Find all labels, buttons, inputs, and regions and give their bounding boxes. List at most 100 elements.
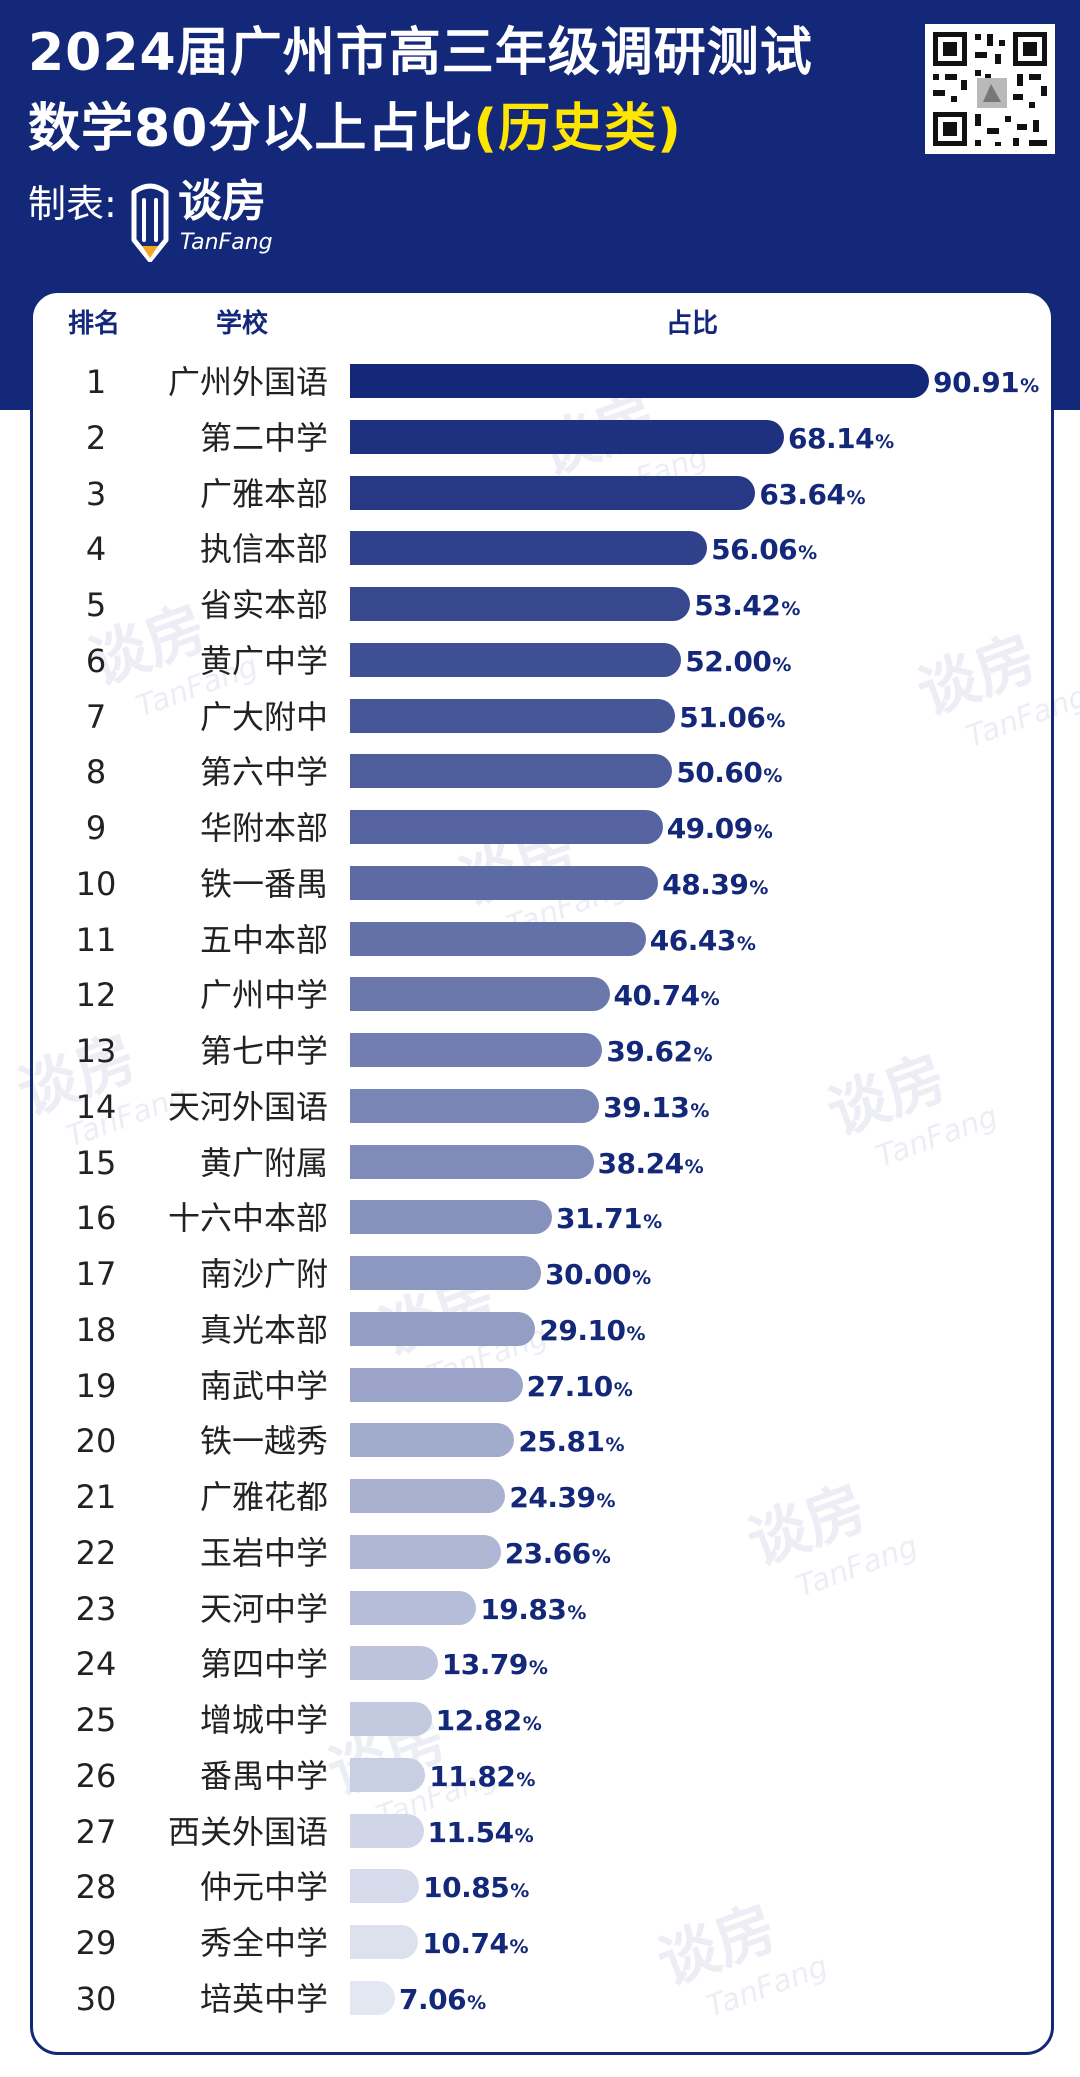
table-row: 9 华附本部 49.09% <box>0 800 1080 856</box>
title-main: 数学80分以上占比 <box>28 99 474 159</box>
value-label: 24.39% <box>509 1469 615 1525</box>
table-row: 18 真光本部 29.10% <box>0 1302 1080 1358</box>
value-number: 23.66 <box>504 1536 592 1570</box>
school-name: 真光本部 <box>199 1310 328 1349</box>
value-label: 30.00% <box>545 1246 651 1302</box>
value-number: 27.10 <box>526 1369 614 1403</box>
value-number: 19.83 <box>480 1592 567 1626</box>
school-name: 黄广中学 <box>199 641 328 680</box>
rank-cell: 1 <box>85 363 107 401</box>
bar <box>350 698 676 733</box>
value-label: 25.81% <box>518 1413 624 1469</box>
school-name: 第二中学 <box>199 418 328 457</box>
value-label: 39.62% <box>606 1023 712 1079</box>
value-number: 40.74 <box>613 979 701 1013</box>
value-unit: % <box>509 1936 529 1958</box>
table-row: 29 秀全中学 10.74% <box>0 1915 1080 1971</box>
value-number: 49.09 <box>666 812 754 845</box>
value-label: 56.06% <box>711 521 817 577</box>
bar <box>350 1256 542 1290</box>
bar <box>350 865 659 900</box>
table-row: 1 广州外国语 90.91% <box>0 354 1080 410</box>
value-label: 29.10% <box>539 1302 645 1358</box>
value-label: 10.74% <box>422 1915 528 1971</box>
table-row: 5 省实本部 53.42% <box>0 577 1080 633</box>
table-row: 16 十六中本部 31.71% <box>0 1190 1080 1246</box>
rank-cell: 18 <box>75 1310 117 1349</box>
value-number: 52.00 <box>685 644 772 678</box>
rank-cell: 26 <box>75 1756 117 1795</box>
value-label: 31.71% <box>556 1190 662 1246</box>
rank-cell: 19 <box>75 1366 117 1405</box>
bar <box>350 1200 552 1235</box>
logo-subtitle: TanFang <box>180 230 273 255</box>
table-row: 8 第六中学 50.60% <box>0 744 1080 800</box>
pencil-logo-icon <box>131 183 169 262</box>
rank-cell: 8 <box>85 753 107 792</box>
school-name: 西关外国语 <box>167 1812 328 1851</box>
value-number: 25.81 <box>518 1425 605 1459</box>
bar <box>350 1757 426 1792</box>
bar <box>350 1702 432 1736</box>
rank-cell: 9 <box>85 809 107 847</box>
table-row: 10 铁一番禺 48.39% <box>0 856 1080 912</box>
bar <box>350 587 691 621</box>
table-row: 28 仲元中学 10.85% <box>0 1859 1080 1915</box>
table-row: 30 培英中学 7.06% <box>0 1971 1080 2027</box>
rank-cell: 29 <box>75 1924 117 1962</box>
table-row: 23 天河中学 19.83% <box>0 1581 1080 1637</box>
value-unit: % <box>522 1713 542 1735</box>
value-number: 10.74 <box>422 1927 509 1960</box>
rank-cell: 20 <box>75 1422 117 1461</box>
bar <box>350 1646 438 1681</box>
school-name: 番禺中学 <box>199 1756 328 1795</box>
value-number: 10.85 <box>423 1871 510 1905</box>
rank-cell: 7 <box>85 697 107 736</box>
value-unit: % <box>875 430 894 453</box>
value-unit: % <box>753 821 773 843</box>
table-row: 19 南武中学 27.10% <box>0 1358 1080 1414</box>
value-unit: % <box>749 876 768 899</box>
value-label: 23.66% <box>505 1525 611 1581</box>
value-unit: % <box>626 1322 645 1345</box>
value-label: 49.09% <box>667 800 773 856</box>
school-name: 仲元中学 <box>199 1868 328 1907</box>
rank-cell: 15 <box>75 1143 117 1182</box>
value-label: 63.64% <box>759 466 865 522</box>
school-name: 广雅本部 <box>199 474 328 513</box>
table-row: 26 番禺中学 11.82% <box>0 1748 1080 1804</box>
school-name: 天河外国语 <box>167 1087 328 1126</box>
title-line-1: 2024届广州市高三年级调研测试 <box>28 23 813 83</box>
value-unit: % <box>690 1099 709 1122</box>
value-unit: % <box>643 1211 662 1234</box>
value-number: 11.54 <box>427 1815 515 1849</box>
value-unit: % <box>510 1880 529 1903</box>
bar <box>350 364 930 398</box>
bar <box>350 810 663 844</box>
value-unit: % <box>528 1657 548 1680</box>
table-row: 22 玉岩中学 23.66% <box>0 1525 1080 1581</box>
table-row: 20 铁一越秀 25.81% <box>0 1413 1080 1469</box>
rank-cell: 14 <box>75 1087 117 1126</box>
value-unit: % <box>605 1434 625 1457</box>
rank-cell: 23 <box>75 1589 117 1628</box>
bar <box>350 754 673 789</box>
school-name: 第七中学 <box>199 1032 328 1070</box>
value-label: 90.91% <box>933 354 1039 410</box>
value-label: 52.00% <box>685 633 791 689</box>
rank-cell: 13 <box>75 1032 117 1070</box>
bar <box>350 1088 600 1123</box>
table-row: 11 五中本部 46.43% <box>0 912 1080 968</box>
rank-cell: 16 <box>75 1199 117 1238</box>
bar <box>350 1869 420 1904</box>
school-name: 执信本部 <box>199 530 328 569</box>
table-row: 24 第四中学 13.79% <box>0 1636 1080 1692</box>
school-name: 玉岩中学 <box>199 1533 328 1572</box>
table-row: 7 广大附中 51.06% <box>0 689 1080 745</box>
table-row: 13 第七中学 39.62% <box>0 1023 1080 1079</box>
value-number: 38.24 <box>597 1146 685 1180</box>
value-label: 48.39% <box>662 856 768 912</box>
value-unit: % <box>596 1490 615 1512</box>
rank-cell: 28 <box>75 1868 117 1907</box>
